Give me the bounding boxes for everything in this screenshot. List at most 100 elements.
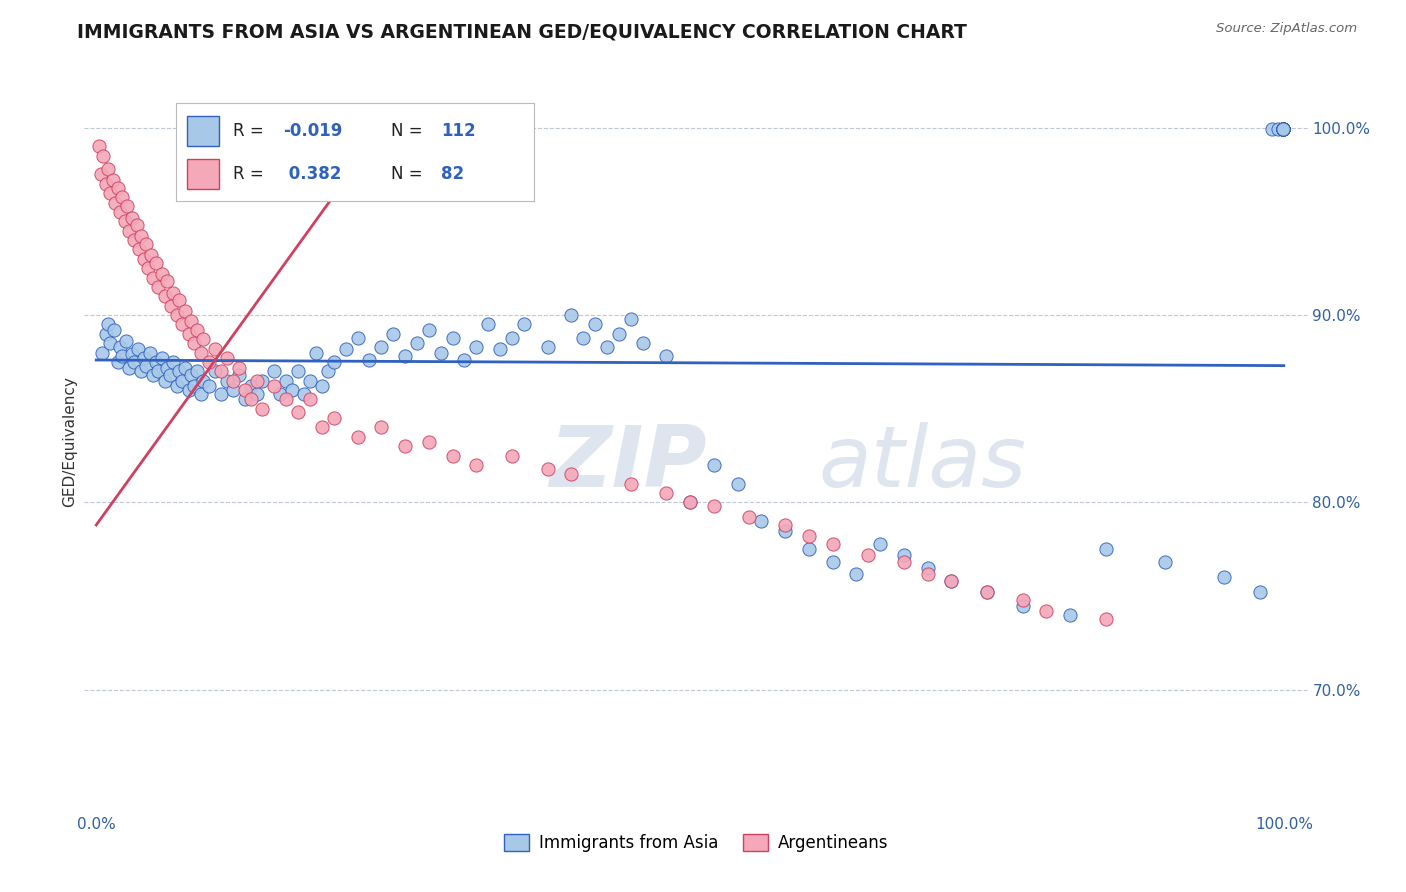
Point (191, 332, 214, 346)
Point (620, 311, 643, 326)
Point (869, 537, 891, 551)
Point (183, 379, 205, 393)
Point (976, 585, 998, 599)
Point (190, 345, 212, 359)
Point (94, 177, 117, 191)
Point (346, 330, 368, 344)
Point (1094, 542, 1116, 557)
Point (298, 374, 321, 388)
Point (150, 267, 173, 281)
Point (501, 330, 523, 344)
Point (941, 574, 963, 589)
Point (146, 364, 169, 378)
Point (166, 379, 188, 393)
Point (90, 168, 112, 182)
Point (93, 149, 115, 163)
Point (252, 401, 274, 416)
Point (100, 186, 122, 201)
Point (204, 342, 226, 356)
Point (131, 364, 153, 378)
Point (596, 340, 619, 354)
Point (917, 566, 939, 581)
Point (269, 386, 291, 401)
Point (156, 360, 179, 375)
Text: N =: N = (391, 122, 422, 140)
Text: Source: ZipAtlas.com: Source: ZipAtlas.com (1216, 22, 1357, 36)
Point (620, 476, 643, 491)
Point (132, 351, 155, 365)
Point (917, 561, 939, 575)
Point (121, 211, 143, 225)
Point (107, 180, 129, 194)
Point (655, 486, 678, 500)
Text: atlas: atlas (818, 422, 1026, 505)
Point (177, 383, 200, 397)
Point (394, 439, 416, 453)
Point (679, 495, 702, 509)
Point (1271, 122, 1294, 136)
Point (132, 252, 155, 266)
Text: R =: R = (233, 165, 264, 183)
Point (1271, 122, 1294, 136)
Point (513, 318, 536, 332)
Point (162, 355, 184, 369)
Point (145, 255, 167, 269)
Point (1271, 122, 1294, 136)
FancyBboxPatch shape (187, 116, 219, 145)
Point (1213, 570, 1236, 584)
Point (370, 340, 392, 354)
Point (311, 420, 333, 434)
Point (139, 248, 162, 262)
Point (245, 386, 267, 401)
Point (322, 355, 344, 369)
Point (245, 374, 267, 388)
Point (382, 326, 405, 341)
Point (118, 360, 141, 375)
Point (159, 368, 181, 382)
Point (821, 537, 844, 551)
Point (406, 336, 429, 351)
Point (1011, 593, 1033, 607)
Point (346, 430, 368, 444)
Point (127, 342, 149, 356)
Point (103, 323, 125, 337)
Point (370, 420, 392, 434)
Point (169, 293, 191, 307)
Text: IMMIGRANTS FROM ASIA VS ARGENTINEAN GED/EQUIVALENCY CORRELATION CHART: IMMIGRANTS FROM ASIA VS ARGENTINEAN GED/… (77, 22, 967, 41)
Point (738, 510, 761, 524)
Point (125, 218, 148, 232)
Point (1094, 612, 1116, 626)
Point (749, 514, 772, 528)
Point (121, 347, 143, 361)
Point (477, 318, 499, 332)
Point (222, 383, 245, 397)
Point (1271, 122, 1294, 136)
Point (1271, 122, 1294, 136)
Point (108, 205, 131, 219)
Point (91, 345, 114, 359)
Point (170, 374, 193, 388)
Legend: Immigrants from Asia, Argentineans: Immigrants from Asia, Argentineans (496, 828, 896, 859)
Y-axis label: GED/Equivalency: GED/Equivalency (62, 376, 77, 507)
Point (311, 379, 333, 393)
Point (228, 360, 250, 375)
Point (135, 236, 157, 251)
Point (976, 585, 998, 599)
Point (394, 349, 416, 363)
Point (560, 308, 582, 322)
Point (239, 379, 262, 393)
Point (146, 280, 169, 294)
Point (655, 349, 678, 363)
Point (560, 467, 582, 482)
Point (583, 318, 606, 332)
Text: -0.019: -0.019 (283, 122, 343, 140)
Point (198, 379, 221, 393)
Point (572, 330, 595, 344)
Point (631, 336, 654, 351)
Point (305, 345, 328, 359)
Point (1154, 556, 1177, 570)
Point (1271, 122, 1294, 136)
Point (276, 392, 298, 407)
Point (186, 323, 208, 337)
Point (727, 476, 749, 491)
